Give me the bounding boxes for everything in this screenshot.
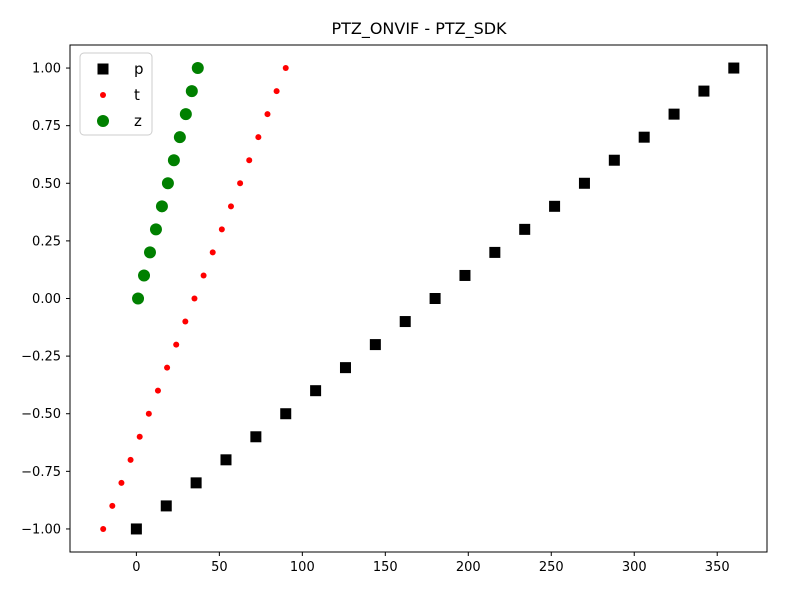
data-point-p (369, 339, 381, 351)
data-point-z (185, 85, 198, 98)
legend-label-z: z (134, 112, 142, 130)
data-point-t (227, 203, 234, 210)
chart-title: PTZ_ONVIF - PTZ_SDK (331, 19, 507, 39)
data-point-z (143, 246, 156, 259)
data-point-t (164, 364, 171, 371)
data-point-p (638, 131, 650, 143)
data-point-p (429, 293, 441, 304)
data-point-p (549, 200, 561, 212)
y-tick-label: −0.75 (21, 465, 61, 480)
legend-marker-z (97, 115, 109, 127)
data-point-t (145, 410, 152, 417)
data-point-p (399, 316, 411, 328)
x-tick-label: 0 (132, 560, 140, 575)
y-tick-label: −0.50 (21, 407, 61, 422)
data-point-t (136, 433, 143, 440)
data-point-p (728, 62, 740, 74)
x-axis: 0 50 100 150 200 250 300 350 (132, 552, 730, 575)
data-point-p (668, 108, 680, 120)
y-tick-label: −0.25 (21, 350, 61, 365)
data-point-p (280, 408, 292, 420)
legend-label-t: t (134, 86, 140, 104)
data-point-p (310, 385, 322, 397)
legend: ptz (79, 52, 153, 136)
data-point-p (698, 85, 710, 97)
x-tick-label: 50 (211, 560, 228, 575)
data-point-t (100, 525, 107, 532)
y-axis: −1.00 −0.75 −0.50 −0.25 0.00 0.25 0.50 0.75 1.00 (21, 62, 70, 537)
data-point-p (190, 477, 202, 489)
x-tick-label: 300 (622, 560, 647, 575)
data-point-z (173, 131, 186, 144)
data-point-z (132, 292, 145, 305)
x-tick-label: 200 (456, 560, 481, 575)
data-point-t (218, 226, 225, 233)
data-point-t (282, 65, 289, 72)
y-tick-label: 0.00 (32, 292, 61, 307)
x-tick-label: 100 (290, 560, 315, 575)
data-point-t (173, 341, 180, 348)
data-point-p (130, 523, 142, 535)
data-point-z (155, 200, 168, 213)
data-point-t (109, 502, 116, 509)
x-tick-label: 250 (539, 560, 564, 575)
y-tick-label: 1.00 (32, 62, 61, 77)
data-point-p (578, 177, 590, 189)
y-tick-label: −1.00 (21, 522, 61, 537)
data-point-z (179, 108, 192, 121)
data-point-t (200, 272, 207, 279)
data-point-p (220, 454, 232, 466)
data-point-p (608, 154, 620, 166)
data-point-t (209, 249, 216, 256)
legend-label-p: p (134, 60, 144, 78)
data-point-t (237, 180, 244, 187)
data-point-p (160, 500, 172, 512)
x-tick-label: 350 (705, 560, 730, 575)
data-point-t (246, 157, 253, 164)
data-point-z (161, 177, 174, 190)
data-point-p (459, 269, 471, 281)
data-point-p (339, 362, 351, 374)
legend-marker-t (100, 92, 106, 98)
y-tick-label: 0.25 (32, 234, 61, 249)
data-points (100, 62, 740, 535)
data-point-t (255, 134, 262, 141)
x-tick-label: 150 (373, 560, 398, 575)
data-point-t (191, 295, 198, 302)
data-point-t (118, 479, 125, 486)
data-point-p (489, 246, 501, 258)
data-point-t (182, 318, 189, 325)
data-point-t (154, 387, 161, 394)
data-point-t (127, 456, 134, 463)
data-point-p (519, 223, 531, 235)
plot-frame (69, 44, 768, 553)
data-point-t (264, 111, 271, 118)
data-point-t (273, 88, 280, 95)
data-point-z (167, 154, 180, 167)
data-point-p (250, 431, 262, 443)
series-t (100, 65, 289, 532)
y-tick-label: 0.50 (32, 177, 61, 192)
data-point-z (191, 62, 204, 75)
series-z (132, 62, 204, 305)
legend-marker-p (97, 63, 109, 75)
data-point-z (138, 269, 151, 282)
series-p (130, 62, 740, 535)
y-tick-label: 0.75 (32, 119, 61, 134)
data-point-z (149, 223, 162, 236)
